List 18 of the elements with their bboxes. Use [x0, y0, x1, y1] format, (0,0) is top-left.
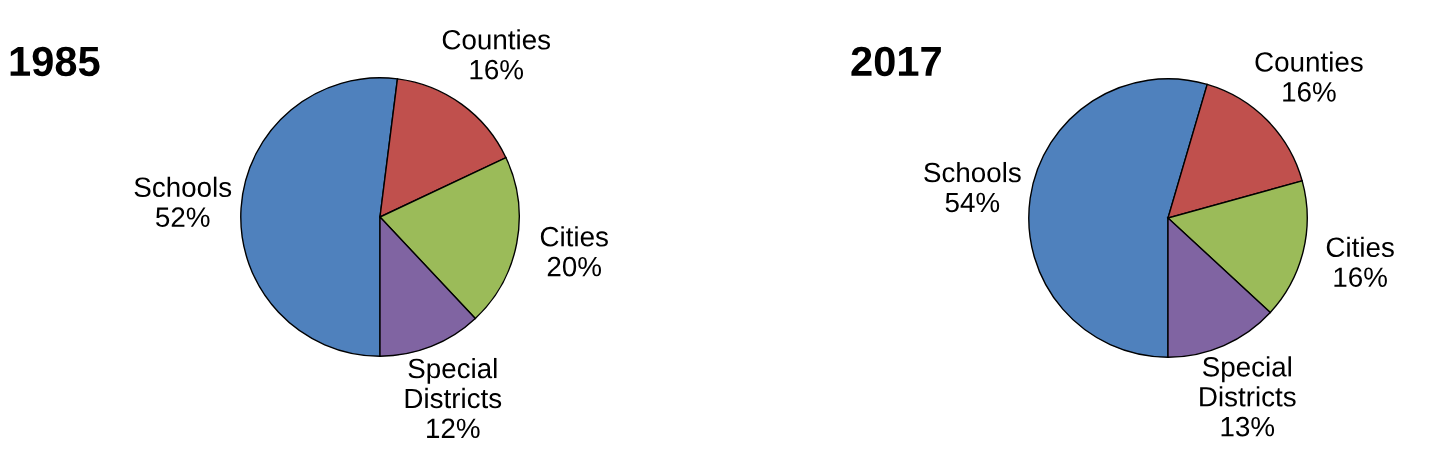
slice-label: Schools: [134, 176, 232, 198]
slice-label: Cities: [540, 226, 608, 247]
slice-label: Schools: [924, 161, 1021, 183]
data-label: 54%: [945, 192, 1000, 213]
chart-title: 1985: [10, 46, 100, 77]
slice-label: Counties: [1255, 51, 1363, 72]
slice-label: Cities: [1326, 236, 1394, 258]
chart-title: 2017: [851, 46, 941, 77]
slice-label: Special Districts: [1200, 356, 1296, 407]
data-label: 16%: [1334, 267, 1387, 288]
slice-label: Counties: [442, 29, 551, 50]
slice-label: Special Districts: [405, 357, 502, 409]
data-label: 20%: [547, 256, 601, 277]
data-label: 12%: [427, 418, 480, 439]
data-label: 16%: [470, 59, 524, 80]
data-label: 52%: [156, 207, 210, 227]
data-label: 13%: [1221, 416, 1275, 437]
data-label: 16%: [1283, 82, 1336, 102]
